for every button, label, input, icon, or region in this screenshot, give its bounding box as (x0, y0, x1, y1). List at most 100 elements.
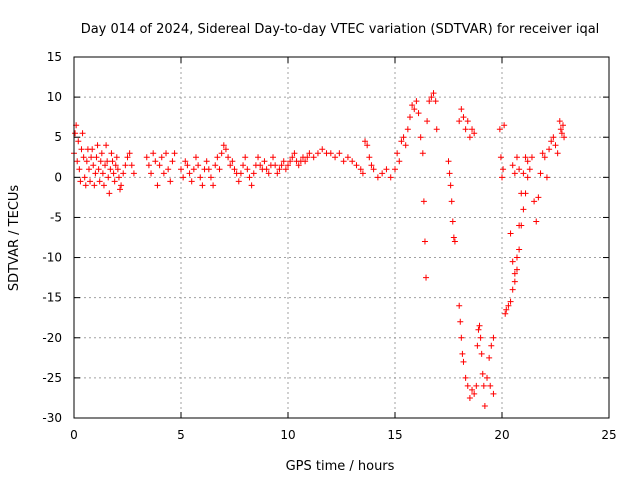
data-point (531, 198, 538, 205)
data-point (451, 238, 458, 245)
x-axis-label: GPS time / hours (286, 459, 395, 474)
data-point (207, 174, 214, 181)
data-point (488, 342, 495, 349)
data-point (244, 166, 251, 173)
data-point (115, 174, 122, 181)
data-point (554, 150, 561, 157)
data-point (216, 166, 223, 173)
data-point (541, 154, 548, 161)
data-point (263, 166, 270, 173)
data-point (306, 150, 313, 157)
data-point (83, 158, 90, 165)
data-point (353, 162, 360, 169)
data-point (78, 146, 85, 153)
data-point (426, 98, 433, 105)
data-point (210, 182, 217, 189)
data-point (404, 126, 411, 133)
data-point (195, 162, 202, 169)
data-point (497, 154, 504, 161)
data-point (462, 374, 469, 381)
data-point (469, 126, 476, 133)
data-point (509, 258, 516, 265)
data-point (304, 154, 311, 161)
data-point (91, 182, 98, 189)
data-point (456, 118, 463, 125)
data-point (278, 162, 285, 169)
data-point (99, 170, 106, 177)
data-point (111, 178, 118, 185)
data-point (145, 162, 152, 169)
data-point (561, 134, 568, 141)
data-point (423, 274, 430, 281)
data-point (548, 138, 555, 145)
data-point (419, 150, 426, 157)
data-point (163, 150, 170, 157)
data-point (421, 238, 428, 245)
data-point (203, 158, 210, 165)
data-point (476, 322, 483, 329)
data-point (509, 162, 516, 169)
data-point (460, 114, 467, 121)
data-point (103, 142, 110, 149)
y-axis-label: SDTVAR / TECUs (7, 185, 22, 292)
data-point (364, 142, 371, 149)
data-point (74, 158, 81, 165)
data-point (475, 326, 482, 333)
data-point (413, 98, 420, 105)
x-tick-label: 15 (387, 428, 402, 442)
data-point (178, 166, 184, 173)
data-point (186, 170, 193, 177)
data-point (250, 170, 257, 177)
data-point (477, 334, 484, 341)
data-point (445, 158, 452, 165)
data-point (481, 402, 488, 409)
data-point (537, 170, 544, 177)
data-point (374, 174, 381, 181)
data-point (516, 166, 523, 173)
plot-frame (73, 56, 610, 419)
data-point (94, 142, 101, 149)
data-point (88, 154, 95, 161)
data-point (214, 154, 221, 161)
data-point (93, 154, 100, 161)
data-point (114, 166, 121, 173)
data-point (500, 166, 507, 173)
axis-ticks (73, 56, 610, 419)
data-point (327, 150, 334, 157)
data-point (447, 182, 454, 189)
data-point (415, 110, 422, 117)
data-point (85, 166, 92, 173)
data-point (460, 358, 467, 365)
data-point (511, 270, 518, 277)
data-point (105, 174, 112, 181)
data-point (535, 194, 542, 201)
data-point (302, 158, 309, 165)
data-point (171, 150, 178, 157)
data-point (466, 394, 473, 401)
data-point (457, 318, 464, 325)
x-tick-label: 20 (494, 428, 509, 442)
y-tick-label: -30 (42, 411, 62, 425)
data-point (96, 178, 103, 185)
data-point (89, 146, 96, 153)
data-point (276, 166, 283, 173)
data-point (524, 158, 531, 165)
data-point (394, 150, 401, 157)
data-point (501, 122, 508, 129)
data-point (366, 154, 373, 161)
x-tick-label: 25 (601, 428, 616, 442)
data-point (120, 170, 127, 177)
data-point (450, 234, 457, 241)
data-point (344, 154, 351, 161)
data-point (478, 350, 485, 357)
data-point (148, 170, 155, 177)
data-point (90, 162, 97, 169)
data-point (392, 166, 398, 173)
data-point (117, 186, 124, 193)
y-tick-label: -10 (42, 251, 62, 265)
data-point (446, 170, 453, 177)
data-point (95, 166, 102, 173)
chart-title: Day 014 of 2024, Sidereal Day-to-day VTE… (81, 22, 600, 37)
grid-lines (74, 57, 609, 418)
data-point (362, 138, 369, 145)
